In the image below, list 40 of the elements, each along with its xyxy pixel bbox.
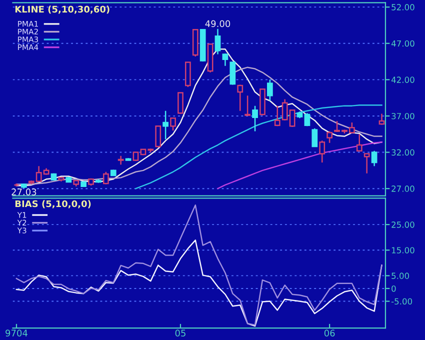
line-series <box>217 141 382 190</box>
line-series <box>16 240 382 327</box>
y-tick-label: 32.00 <box>392 149 414 156</box>
chart-title: KLINE (5,10,30,60) <box>15 6 110 14</box>
y-tick-label: 42.00 <box>391 76 414 83</box>
candlestick <box>155 126 162 148</box>
candlestick <box>222 52 228 67</box>
y-tick-label: 37.00 <box>392 112 414 120</box>
x-tick-label: 05 <box>175 330 186 336</box>
candlestick <box>319 140 326 164</box>
candlestick <box>237 84 244 112</box>
annotation: 49.00 <box>205 20 230 28</box>
y-tick-label: 5.00 <box>392 272 410 279</box>
candlestick <box>252 105 258 132</box>
candlestick <box>356 134 362 152</box>
x-tick-label: 06 <box>324 330 335 336</box>
candlestick <box>162 110 169 140</box>
y-tick-label: -5.00 <box>391 298 412 305</box>
candlestick <box>244 95 251 117</box>
y-tick-label: 0 <box>392 285 396 292</box>
y-tick-label: 52.00 <box>392 4 414 10</box>
candlestick <box>364 153 370 174</box>
y-tick-label: 27.00 <box>392 186 414 192</box>
candlestick <box>266 79 273 102</box>
annotation: 27.03 <box>12 188 36 196</box>
candlestick <box>230 60 236 86</box>
y-tick-label: 15.00 <box>392 247 414 254</box>
candlestick <box>214 28 221 55</box>
candlestick <box>312 128 318 148</box>
x-tick-label: 9704 <box>6 330 28 336</box>
candlestick <box>304 112 310 127</box>
y-tick-label: 47.00 <box>391 40 414 47</box>
candlestick <box>326 130 332 144</box>
y-tick-label: 25.00 <box>392 222 414 228</box>
candlestick <box>102 171 109 185</box>
chart-title: BIAS (5,10,0,0) <box>15 200 91 208</box>
candlestick <box>371 150 378 167</box>
candlestick <box>184 62 191 88</box>
candlestick <box>170 118 176 132</box>
candlestick <box>178 92 184 114</box>
